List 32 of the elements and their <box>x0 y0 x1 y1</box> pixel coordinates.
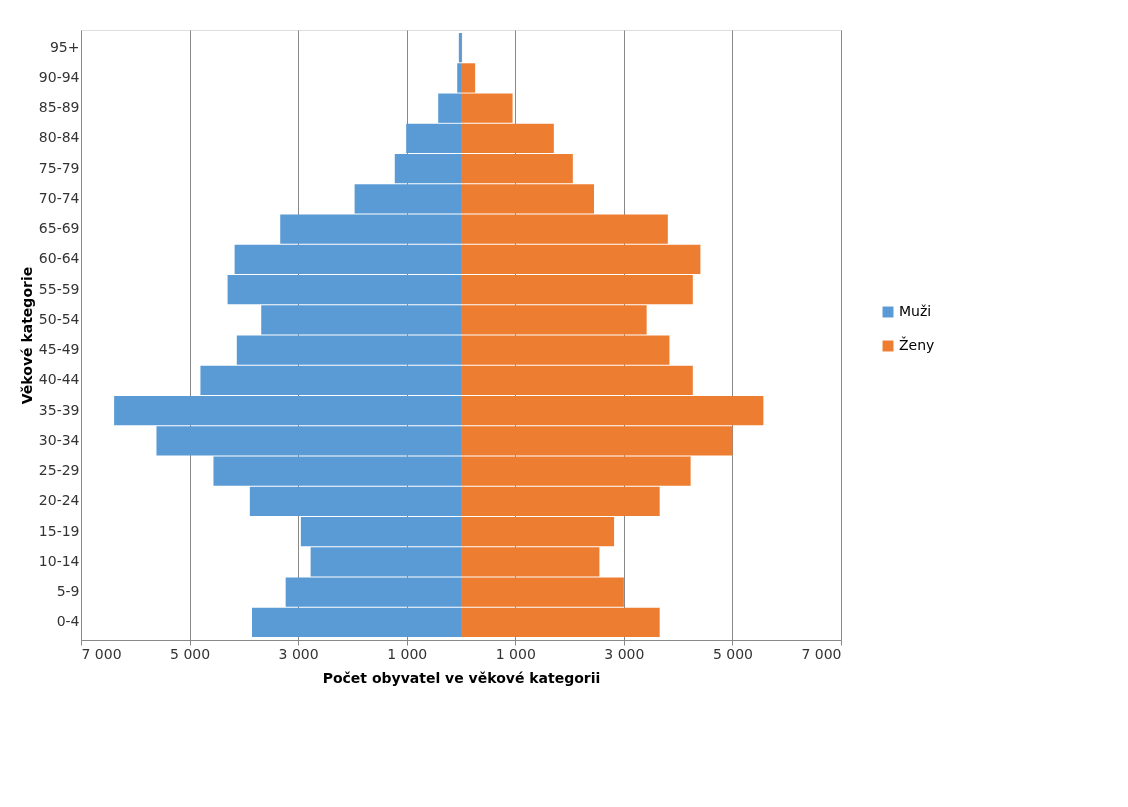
y-tick-label: 85-89 <box>38 99 80 116</box>
x-tick-label: 5 000 <box>712 645 753 662</box>
y-tick-label: 5-9 <box>56 583 80 600</box>
legend-label: Ženy <box>899 336 935 353</box>
x-tick-label: 7 000 <box>81 645 122 662</box>
y-tick-label: 80-84 <box>38 129 80 146</box>
y-tick-label: 10-14 <box>38 552 80 569</box>
y-tick-label: 15-19 <box>38 522 80 539</box>
y-tick-label: 55-59 <box>38 280 80 297</box>
y-tick-label: 30-34 <box>38 431 80 448</box>
x-axis-title: Počet obyvatel ve věkové kategorii <box>322 669 601 686</box>
legend-label: Muži <box>899 303 932 319</box>
x-tick-label: 1 000 <box>495 645 536 662</box>
y-tick-label: 45-49 <box>38 341 80 358</box>
y-tick-label: 90-94 <box>38 68 80 85</box>
y-tick-label: 40-44 <box>38 371 80 388</box>
x-tick-label: 7 000 <box>801 645 842 662</box>
x-tick-label: 5 000 <box>170 645 211 662</box>
y-tick-label: 95+ <box>49 38 80 55</box>
y-tick-label: 50-54 <box>38 310 80 327</box>
x-tick-label: 3 000 <box>604 645 645 662</box>
y-tick-label: 25-29 <box>38 462 80 479</box>
y-tick-label: 75-79 <box>38 159 80 176</box>
x-tick-label: 1 000 <box>387 645 428 662</box>
x-tick-label: 3 000 <box>278 645 319 662</box>
y-tick-label: 70-74 <box>38 189 80 206</box>
y-tick-label: 20-24 <box>38 492 80 509</box>
y-tick-label: 60-64 <box>38 250 80 267</box>
y-tick-label: 0-4 <box>56 613 80 630</box>
y-tick-label: 35-39 <box>38 401 80 418</box>
y-axis-title: Věkové kategorie <box>18 266 35 405</box>
y-tick-label: 65-69 <box>38 220 80 237</box>
